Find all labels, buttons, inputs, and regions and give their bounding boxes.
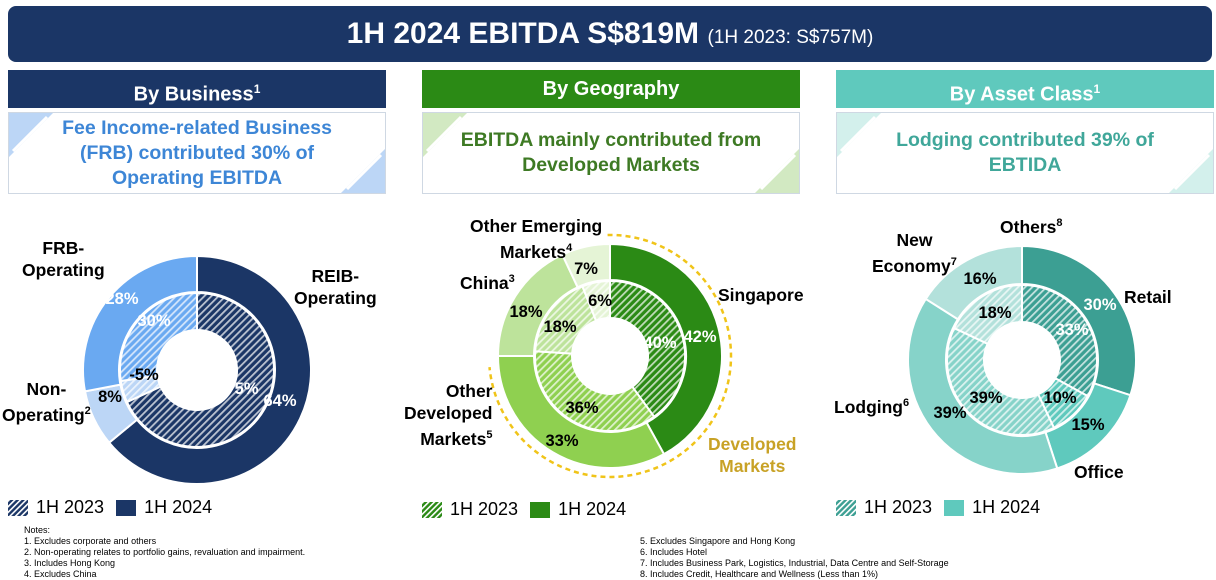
inner-slice-singapore [609, 279, 686, 419]
banner-title: 1H 2024 EBITDA S$819M [346, 17, 700, 50]
value-label: 30% [137, 312, 170, 330]
inner-slice-frb-operating [119, 291, 198, 383]
label-retail: Retail [1124, 287, 1172, 307]
value-label: 33% [545, 432, 578, 450]
note-3: 3. Includes Hong Kong [24, 558, 116, 568]
label-other-emerging-markets: Other Emerging Markets4 [470, 216, 603, 262]
corner-br-icon [1169, 149, 1213, 193]
legend-asset-class: 1H 2023 1H 2024 [836, 497, 1052, 518]
callout-geography: EBITDA mainly contributed from Developed… [422, 112, 800, 194]
value-label: -5% [129, 366, 159, 384]
value-label: 18% [509, 303, 542, 321]
hatch-swatch-icon [8, 499, 28, 516]
legend-geography: 1H 2023 1H 2024 [422, 499, 638, 520]
legend-item-1h2023: 1H 2023 [8, 497, 104, 518]
corner-tl-icon [837, 113, 881, 157]
callout-asset: Lodging contributed 39% of EBTIDA [836, 112, 1214, 194]
label-china: China3 [460, 272, 515, 293]
inner-slice-other-emerging-markets [581, 279, 611, 322]
value-label: 40% [643, 334, 676, 352]
note-7: 7. Includes Business Park, Logistics, In… [640, 558, 949, 568]
geography-donut-chart: 42% 33% 18% 7% 40% 36% 18% 6% [488, 233, 733, 479]
legend-item-1h2023: 1H 2023 [422, 499, 518, 520]
hatch-swatch-icon [422, 501, 442, 518]
value-label: 18% [543, 318, 576, 336]
value-label: 18% [978, 304, 1011, 322]
legend-business: 1H 2023 1H 2024 [8, 497, 224, 518]
value-label: 10% [1043, 389, 1076, 407]
label-frb-operating: FRB- Operating [22, 238, 105, 280]
corner-br-icon [341, 149, 385, 193]
notes-title: Notes: [24, 525, 51, 535]
value-label: 75% [225, 380, 258, 398]
header-by-asset-class: By Asset Class1 [836, 70, 1214, 108]
note-8: 8. Includes Credit, Healthcare and Welln… [640, 569, 878, 579]
label-singapore: Singapore [718, 285, 804, 305]
developed-markets-bracket [488, 233, 733, 479]
value-label: 30% [1083, 296, 1116, 314]
value-label: 15% [1071, 416, 1104, 434]
hatch-swatch-icon [836, 499, 856, 516]
label-developed-markets: Developed Markets [708, 434, 797, 476]
header-by-business: By Business1 [8, 70, 386, 108]
callout-business-text: Fee Income-related Business (FRB) contri… [62, 116, 332, 189]
label-other-developed-markets: Other Developed Markets5 [404, 381, 493, 449]
legend-item-1h2024: 1H 2024 [116, 497, 212, 518]
label-office: Office [1074, 462, 1124, 482]
corner-tl-icon [423, 113, 467, 157]
corner-tl-icon [9, 113, 53, 157]
value-label: 8% [98, 388, 122, 406]
label-new-economy: New Economy7 [872, 230, 957, 276]
value-label: 7% [574, 260, 598, 278]
legend-item-1h2023: 1H 2023 [836, 497, 932, 518]
ebitda-banner: 1H 2024 EBITDA S$819M (1H 2023: S$757M) [8, 6, 1212, 62]
inner-slice-other-developed-markets [534, 350, 656, 432]
callout-geography-text: EBITDA mainly contributed from Developed… [460, 129, 762, 176]
callout-asset-text: Lodging contributed 39% of EBTIDA [896, 129, 1154, 176]
value-label: 28% [105, 290, 138, 308]
label-non-operating: Non- Operating2 [2, 379, 91, 425]
note-5: 5. Excludes Singapore and Hong Kong [640, 536, 796, 546]
inner-slice-lodging [946, 326, 1056, 436]
banner-subtitle: (1H 2023: S$757M) [707, 27, 874, 48]
value-label: 64% [263, 392, 296, 410]
callout-business: Fee Income-related Business (FRB) contri… [8, 112, 386, 194]
value-label: 36% [565, 399, 598, 417]
value-label: 6% [588, 292, 612, 310]
value-label: 33% [1055, 321, 1088, 339]
inner-slice-reib-operating [125, 291, 275, 448]
inner-slice-retail [1021, 283, 1098, 398]
asset-class-donut-chart: 30% 15% 39% 16% 33% 10% 39% 18% [907, 244, 1137, 475]
note-2: 2. Non-operating relates to portfolio ga… [24, 547, 306, 557]
note-6: 6. Includes Hotel [640, 547, 708, 557]
value-label: 42% [683, 328, 716, 346]
corner-br-icon [755, 149, 799, 193]
value-label: 39% [933, 404, 966, 422]
solid-swatch-icon [530, 501, 551, 518]
value-label: 39% [969, 389, 1002, 407]
label-others: Others8 [1000, 216, 1063, 237]
header-by-geography: By Geography [422, 70, 800, 108]
solid-swatch-icon [116, 499, 137, 516]
notes-right: 5. Excludes Singapore and Hong Kong 6. I… [640, 536, 949, 580]
notes-left: Notes: 1. Excludes corporate and others … [24, 525, 305, 580]
label-lodging: Lodging6 [834, 396, 910, 417]
legend-item-1h2024: 1H 2024 [944, 497, 1040, 518]
note-1: 1. Excludes corporate and others [24, 536, 157, 546]
legend-item-1h2024: 1H 2024 [530, 499, 626, 520]
inner-slice-new-economy [952, 283, 1023, 346]
value-label: 16% [963, 270, 996, 288]
business-donut-chart: 64% 8% 28% 75% -5% 30% [82, 254, 312, 485]
solid-swatch-icon [944, 499, 965, 516]
label-reib-operating: REIB- Operating [294, 266, 377, 308]
note-4: 4. Excludes China [24, 569, 97, 579]
